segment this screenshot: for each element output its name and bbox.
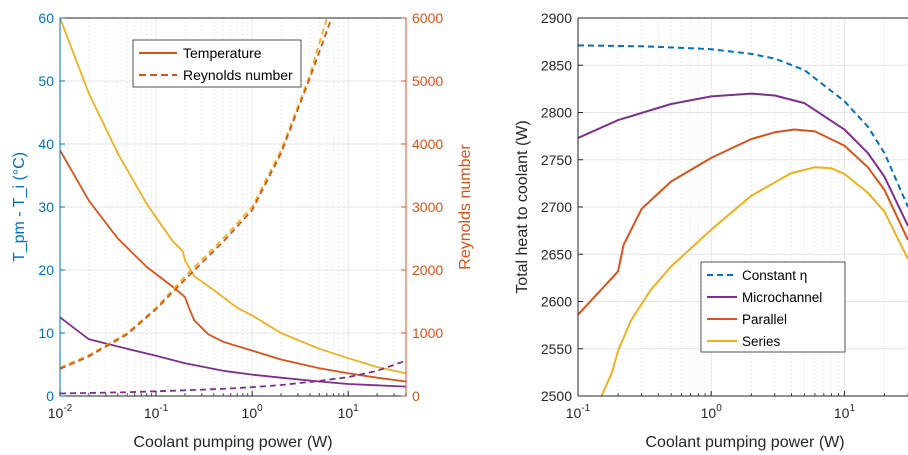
right-y-axis-label: Reynolds number [457,144,474,270]
right-ticks: 10-1 100 101 2500 2550 2600 2650 2700 2750 2800 28… [541,10,908,421]
right-y-tick-label: 2750 [541,152,572,168]
legend-label-parallel: Parallel [742,312,787,327]
left-series-line-0 [60,18,406,375]
right-y-tick-label: 6000 [412,10,443,26]
left-y-tick-label: 20 [38,262,54,278]
left-series-line-4 [60,18,333,370]
right-series-line-microchannel [578,92,908,227]
left-series-line-2 [60,316,406,388]
right-legend: Constant η Microchannel Parallel Series [700,261,846,353]
right-y-tick-label: 5000 [412,73,443,89]
left-ticks: 10-2 10-1 100 10101020304050600100020003000… [38,10,443,421]
left-y-tick-label: 50 [38,73,54,89]
left-chart: 10-2 10-1 100 10101020304050600100020003000… [11,10,474,451]
legend-label-temperature: Temperature [183,45,262,61]
left-series-line-3 [60,18,328,369]
left-y-tick-label: 10 [38,325,54,341]
right-legend-box [700,261,846,353]
right-series-line-series [600,166,908,396]
right-series-group [578,44,908,396]
left-y-axis-label: T_pm - T_i (°C) [11,152,28,262]
right-y-axis-label-heat: Total heat to coolant (W) [514,120,531,293]
left-x-tick-label: 10-1 [144,403,169,421]
right-y-tick-label: 2550 [541,341,572,357]
right-y-tick-label: 4000 [412,136,443,152]
left-legend: Temperature Reynolds number [132,39,302,88]
right-y-tick-label: 1000 [412,325,443,341]
right-y-tick-label: 2800 [541,105,572,121]
right-y-tick-label: 2650 [541,246,572,262]
right-y-tick-label: 2600 [541,294,572,310]
legend-label-microchannel: Microchannel [742,290,822,305]
right-chart: 10-1 100 101 2500 2550 2600 2650 2700 2750 2800 28… [514,10,908,451]
left-series-group [60,18,406,395]
legend-label-constant-eta: Constant η [742,268,807,283]
right-x-tick-label: 101 [834,403,856,421]
right-y-tick-label: 2850 [541,57,572,73]
right-y-tick-label: 2000 [412,262,443,278]
legend-label-series: Series [742,334,781,349]
right-y-tick-label: 2900 [541,10,572,26]
right-y-tick-label: 2500 [541,388,572,404]
legend-label-reynolds: Reynolds number [183,67,293,83]
left-series-line-5 [60,359,406,395]
right-series-line-constant [578,44,908,208]
right-series-line-parallel [578,128,908,316]
right-x-tick-label: 10-1 [566,403,591,421]
left-legend-box [132,39,302,88]
right-y-tick-label: 0 [412,388,420,404]
right-y-tick-label: 3000 [412,199,443,215]
left-x-tick-label: 101 [338,403,360,421]
left-series-line-1 [60,149,406,383]
left-y-tick-label: 60 [38,10,54,26]
left-y-tick-label: 40 [38,136,54,152]
left-x-tick-label: 10-2 [48,403,73,421]
left-x-axis-label: Coolant pumping power (W) [133,434,332,451]
right-x-tick-label: 100 [701,403,723,421]
left-y-tick-label: 30 [38,199,54,215]
right-x-axis-label: Coolant pumping power (W) [645,434,844,451]
left-y-tick-label: 0 [46,388,54,404]
right-y-tick-label: 2700 [541,199,572,215]
left-x-tick-label: 100 [242,403,264,421]
